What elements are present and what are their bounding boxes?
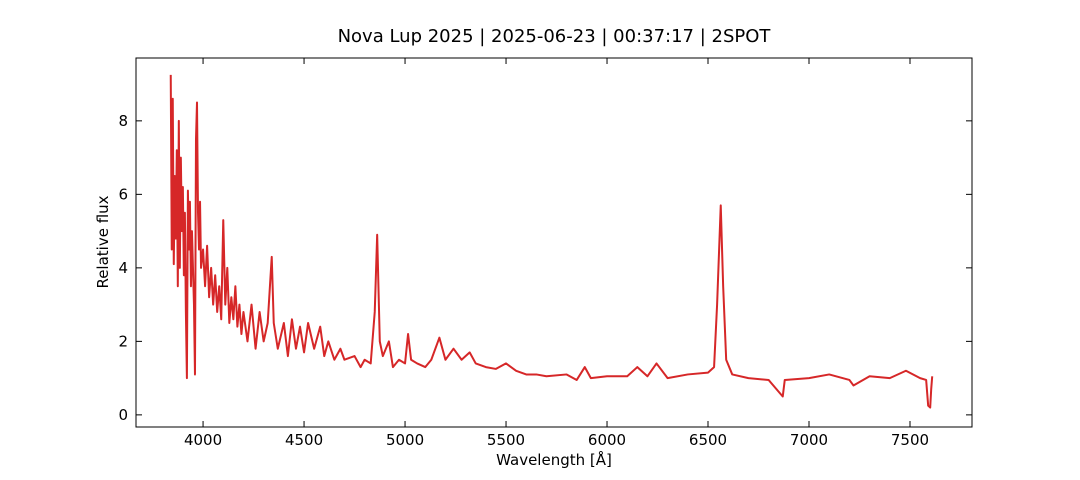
x-tick-label: 7500 xyxy=(891,431,929,449)
y-tick-label: 6 xyxy=(118,185,128,203)
y-axis-label: Relative flux xyxy=(94,195,112,288)
x-tick-label: 6500 xyxy=(689,431,727,449)
x-tick-label: 5000 xyxy=(386,431,424,449)
x-tick-label: 5500 xyxy=(487,431,525,449)
x-tick-label: 4000 xyxy=(184,431,222,449)
x-tick-label: 7000 xyxy=(790,431,828,449)
y-tick-label: 8 xyxy=(118,112,128,130)
y-tick-label: 0 xyxy=(118,406,128,424)
x-tick-label: 6000 xyxy=(588,431,626,449)
spectrum-line xyxy=(169,74,934,409)
y-tick-label: 2 xyxy=(118,332,128,350)
x-axis-label: Wavelength [Å] xyxy=(496,450,612,469)
y-tick-label: 4 xyxy=(118,259,128,277)
plot-frame xyxy=(135,57,973,428)
chart-title: Nova Lup 2025 | 2025-06-23 | 00:37:17 | … xyxy=(338,26,772,47)
x-tick-label: 4500 xyxy=(285,431,323,449)
